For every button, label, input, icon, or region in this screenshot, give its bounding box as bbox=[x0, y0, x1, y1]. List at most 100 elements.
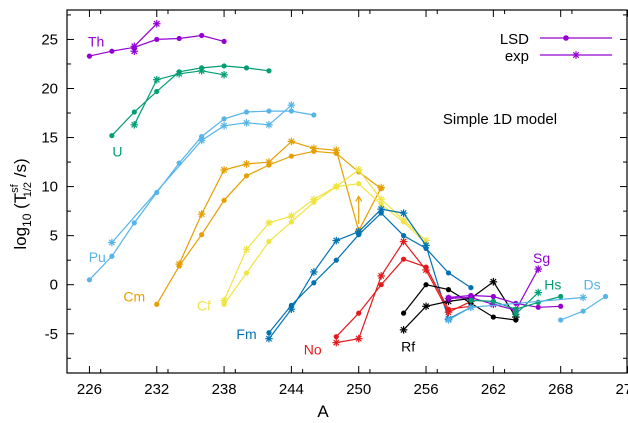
star-stroke bbox=[220, 122, 228, 129]
y-title-log: log bbox=[11, 227, 30, 250]
point-fm-lsd bbox=[311, 280, 317, 286]
y-title-base: 10 bbox=[20, 213, 34, 227]
x-tick-label: 250 bbox=[346, 381, 371, 398]
y-tick-label: 25 bbox=[41, 31, 58, 48]
point-sg-exp bbox=[444, 294, 453, 303]
point-fm-exp bbox=[399, 209, 408, 217]
y-axis-title: log10 (Tsf1/2 /s) bbox=[9, 158, 34, 249]
point-u-exp bbox=[130, 120, 139, 129]
point-sg-exp bbox=[534, 265, 543, 273]
series-line-fm-exp bbox=[268, 208, 472, 340]
star-stroke bbox=[176, 260, 183, 268]
point-pu-lsd bbox=[221, 116, 227, 122]
y-tick-label: 20 bbox=[41, 80, 58, 97]
star-stroke bbox=[400, 238, 407, 245]
point-cf-exp bbox=[242, 245, 251, 254]
series-no bbox=[332, 237, 475, 347]
star-stroke bbox=[400, 216, 407, 224]
star-stroke bbox=[310, 268, 317, 276]
point-rf-lsd bbox=[445, 287, 452, 293]
point-rf-exp bbox=[422, 302, 430, 311]
star-stroke bbox=[535, 289, 542, 296]
point-u-exp bbox=[197, 67, 206, 75]
point-fm-exp bbox=[332, 236, 341, 245]
y-title-subscript: 1/2 bbox=[22, 182, 34, 197]
point-cf-exp bbox=[332, 182, 341, 191]
y-tick-label: 5 bbox=[50, 228, 58, 245]
star-stroke bbox=[378, 196, 385, 203]
series-label-cm: Cm bbox=[123, 288, 145, 304]
star-stroke bbox=[400, 326, 407, 333]
point-cf-lsd bbox=[243, 270, 250, 276]
point-cm-exp bbox=[175, 260, 183, 268]
y-title-sup: sf bbox=[9, 183, 21, 193]
point-u-lsd bbox=[221, 63, 227, 69]
x-tick-label: 232 bbox=[144, 381, 169, 398]
series-label-layer: Th U Pu Cm Cf Fm No Rf Sg Hs Ds bbox=[88, 33, 601, 357]
y-tick-label: 10 bbox=[41, 179, 58, 196]
point-pu-exp bbox=[265, 120, 273, 129]
series-line-u-exp bbox=[133, 70, 225, 126]
x-tick-label: 256 bbox=[414, 381, 439, 398]
point-rf-lsd bbox=[490, 314, 496, 320]
point-pu-lsd bbox=[199, 133, 205, 140]
star-stroke bbox=[333, 183, 340, 190]
series-line-cf-lsd bbox=[223, 183, 427, 305]
point-cf-lsd bbox=[221, 301, 227, 307]
star-stroke bbox=[131, 48, 138, 55]
star-stroke bbox=[445, 316, 452, 324]
star-stroke bbox=[378, 272, 385, 279]
point-no-exp bbox=[399, 237, 408, 246]
point-cf-exp bbox=[287, 212, 296, 220]
star-stroke bbox=[310, 196, 317, 203]
star-stroke bbox=[288, 306, 295, 313]
legend-marker-star bbox=[572, 51, 580, 59]
star-stroke bbox=[355, 166, 362, 174]
star-stroke bbox=[422, 242, 430, 249]
point-fm-lsd bbox=[445, 270, 452, 276]
star-stroke bbox=[153, 20, 160, 27]
point-rf-exp bbox=[399, 326, 408, 334]
point-hs-lsd bbox=[513, 306, 519, 312]
point-no-lsd bbox=[401, 256, 407, 262]
star-stroke bbox=[355, 228, 362, 235]
point-cf-exp bbox=[220, 296, 228, 305]
star-stroke bbox=[243, 246, 250, 253]
point-no-lsd bbox=[378, 282, 384, 288]
star-stroke bbox=[288, 212, 295, 220]
star-stroke bbox=[490, 278, 497, 285]
star-stroke bbox=[131, 43, 138, 50]
legend-marker-dot bbox=[563, 35, 569, 41]
star-stroke bbox=[265, 121, 273, 128]
series-line-hs-exp bbox=[515, 292, 539, 315]
point-u-exp bbox=[152, 75, 161, 84]
x-tick-label: 238 bbox=[212, 381, 237, 398]
series-line-th-exp bbox=[133, 23, 158, 52]
series-layer bbox=[86, 19, 609, 347]
point-u-lsd bbox=[154, 88, 160, 95]
point-no-lsd bbox=[356, 310, 362, 316]
point-pu-lsd bbox=[266, 108, 272, 114]
star-stroke bbox=[198, 67, 205, 74]
point-cm-lsd bbox=[221, 197, 227, 203]
point-pu-lsd bbox=[243, 109, 250, 115]
point-u-exp bbox=[175, 69, 183, 78]
point-no-exp bbox=[377, 272, 385, 280]
point-fm-exp bbox=[310, 268, 318, 276]
star-stroke bbox=[400, 209, 407, 217]
series-label-rf: Rf bbox=[401, 339, 415, 355]
star-stroke bbox=[355, 335, 362, 342]
series-line-pu-exp bbox=[111, 104, 292, 243]
point-pu-lsd bbox=[131, 220, 137, 226]
series-th bbox=[86, 19, 227, 59]
series-label-fm: Fm bbox=[236, 326, 256, 342]
model-annotation: Simple 1D model bbox=[443, 111, 557, 128]
star-stroke bbox=[220, 71, 228, 78]
point-th-lsd bbox=[176, 35, 182, 42]
point-pu-lsd bbox=[109, 253, 115, 259]
y-tick-label: -5 bbox=[45, 326, 58, 343]
point-hs-lsd bbox=[490, 298, 496, 304]
point-u-lsd bbox=[131, 109, 137, 115]
star-stroke bbox=[198, 137, 205, 144]
y-tick-label: 0 bbox=[50, 277, 58, 294]
